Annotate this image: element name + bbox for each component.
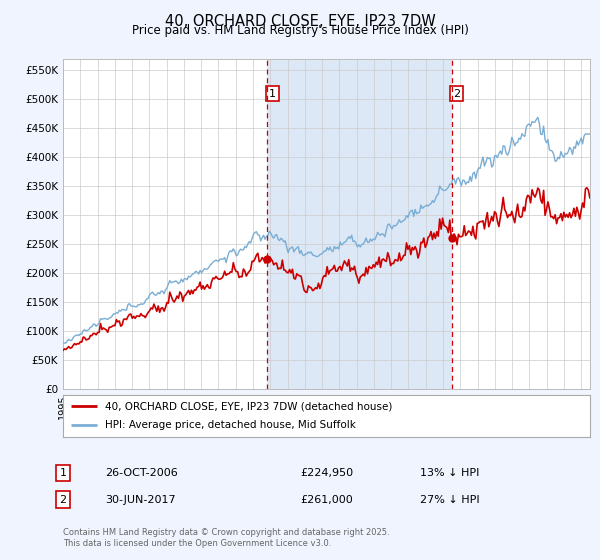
Text: 30-JUN-2017: 30-JUN-2017: [105, 494, 176, 505]
Bar: [267, 59, 452, 389]
Text: 40, ORCHARD CLOSE, EYE, IP23 7DW (detached house): 40, ORCHARD CLOSE, EYE, IP23 7DW (detach…: [105, 401, 392, 411]
Text: 2: 2: [59, 494, 67, 505]
Text: 2: 2: [453, 88, 460, 99]
Text: 40, ORCHARD CLOSE, EYE, IP23 7DW: 40, ORCHARD CLOSE, EYE, IP23 7DW: [164, 14, 436, 29]
Text: Contains HM Land Registry data © Crown copyright and database right 2025.
This d: Contains HM Land Registry data © Crown c…: [63, 528, 389, 548]
Text: 1: 1: [269, 88, 276, 99]
Text: Price paid vs. HM Land Registry's House Price Index (HPI): Price paid vs. HM Land Registry's House …: [131, 24, 469, 37]
Text: 26-OCT-2006: 26-OCT-2006: [105, 468, 178, 478]
Text: £224,950: £224,950: [300, 468, 353, 478]
Text: 13% ↓ HPI: 13% ↓ HPI: [420, 468, 479, 478]
Text: 27% ↓ HPI: 27% ↓ HPI: [420, 494, 479, 505]
Text: £261,000: £261,000: [300, 494, 353, 505]
Text: 1: 1: [59, 468, 67, 478]
Text: HPI: Average price, detached house, Mid Suffolk: HPI: Average price, detached house, Mid …: [105, 421, 356, 431]
